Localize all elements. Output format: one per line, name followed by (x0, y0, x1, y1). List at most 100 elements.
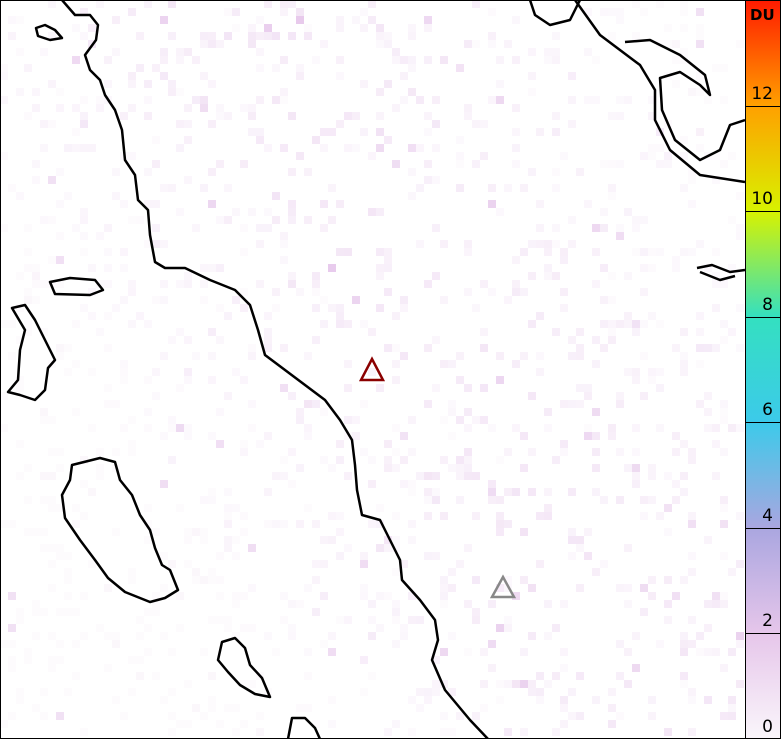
so2-pixel (216, 112, 224, 120)
so2-pixel (360, 24, 368, 32)
so2-pixel (664, 728, 672, 736)
so2-pixel (472, 40, 480, 48)
so2-pixel (568, 96, 576, 104)
so2-pixel (208, 40, 216, 48)
so2-pixel (176, 424, 184, 432)
so2-pixel (704, 96, 712, 104)
so2-pixel (184, 528, 192, 536)
so2-pixel (304, 32, 312, 40)
so2-pixel (568, 120, 576, 128)
coastline-northeast (573, 0, 745, 184)
so2-pixel (600, 320, 608, 328)
so2-pixel (184, 680, 192, 688)
so2-pixel (232, 600, 240, 608)
so2-pixel (200, 536, 208, 544)
so2-pixel (184, 432, 192, 440)
so2-pixel (376, 248, 384, 256)
so2-pixel (272, 648, 280, 656)
so2-pixel (232, 208, 240, 216)
so2-pixel (712, 152, 720, 160)
so2-pixel (608, 184, 616, 192)
so2-pixel (152, 200, 160, 208)
so2-pixel (424, 56, 432, 64)
so2-pixel (56, 200, 64, 208)
so2-pixel (360, 448, 368, 456)
so2-pixel (648, 96, 656, 104)
so2-pixel (528, 48, 536, 56)
so2-pixel (368, 632, 376, 640)
so2-pixel (264, 0, 272, 8)
so2-pixel (40, 328, 48, 336)
so2-pixel (632, 216, 640, 224)
so2-pixel (480, 384, 488, 392)
so2-pixel (48, 472, 56, 480)
so2-pixel (112, 640, 120, 648)
so2-pixel (464, 248, 472, 256)
so2-pixel (32, 264, 40, 272)
so2-pixel (424, 552, 432, 560)
so2-pixel (128, 152, 136, 160)
so2-pixel (200, 72, 208, 80)
so2-pixel (224, 616, 232, 624)
so2-pixel (280, 256, 288, 264)
so2-pixel (256, 224, 264, 232)
so2-pixel (640, 512, 648, 520)
so2-pixel (456, 152, 464, 160)
so2-pixel (480, 680, 488, 688)
island-west-small (48, 276, 105, 297)
so2-pixel (8, 320, 16, 328)
so2-pixel (320, 536, 328, 544)
so2-pixel (680, 0, 688, 8)
so2-pixel (16, 688, 24, 696)
so2-pixel (648, 712, 656, 720)
so2-pixel (360, 128, 368, 136)
so2-pixel (192, 704, 200, 712)
so2-pixel (240, 104, 248, 112)
so2-pixel (224, 504, 232, 512)
so2-pixel (136, 672, 144, 680)
so2-pixel (680, 576, 688, 584)
so2-pixel (128, 568, 136, 576)
so2-pixel (600, 8, 608, 16)
so2-pixel (440, 240, 448, 248)
island-south (216, 636, 272, 699)
so2-pixel (576, 352, 584, 360)
so2-pixel (24, 64, 32, 72)
so2-pixel (32, 272, 40, 280)
so2-pixel (656, 384, 664, 392)
so2-pixel (680, 680, 688, 688)
so2-pixel (288, 392, 296, 400)
so2-pixel (440, 296, 448, 304)
so2-pixel (456, 160, 464, 168)
so2-pixel (720, 320, 728, 328)
so2-pixel (176, 624, 184, 632)
so2-pixel (200, 576, 208, 584)
so2-pixel (432, 472, 440, 480)
so2-pixel (184, 424, 192, 432)
so2-pixel (440, 592, 448, 600)
so2-pixel (664, 152, 672, 160)
so2-pixel (648, 464, 656, 472)
so2-pixel (440, 576, 448, 584)
so2-pixel (56, 352, 64, 360)
so2-pixel (120, 296, 128, 304)
so2-pixel (376, 592, 384, 600)
so2-pixel (96, 328, 104, 336)
so2-pixel (552, 272, 560, 280)
island-large (60, 456, 180, 604)
so2-pixel (256, 48, 264, 56)
so2-pixel (376, 144, 384, 152)
so2-pixel (536, 696, 544, 704)
so2-pixel (264, 144, 272, 152)
so2-pixel (424, 488, 432, 496)
so2-pixel (712, 280, 720, 288)
so2-pixel (560, 400, 568, 408)
so2-pixel (280, 0, 288, 8)
so2-pixel (80, 120, 88, 128)
so2-pixel (600, 208, 608, 216)
so2-pixel (664, 40, 672, 48)
so2-pixel (344, 432, 352, 440)
so2-pixel (56, 344, 64, 352)
so2-pixel (48, 416, 56, 424)
so2-pixel (392, 608, 400, 616)
